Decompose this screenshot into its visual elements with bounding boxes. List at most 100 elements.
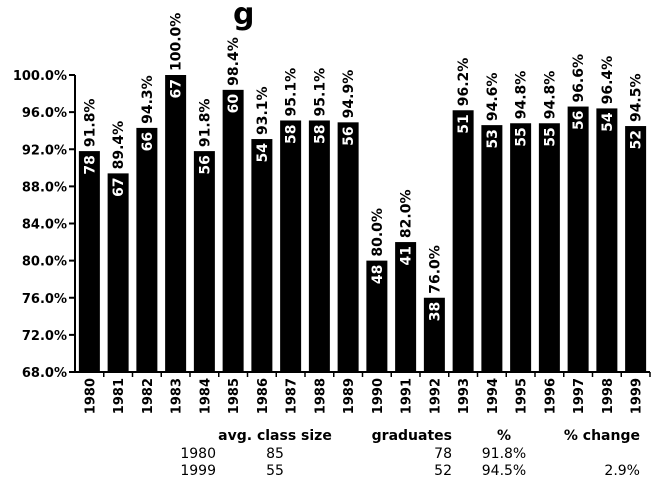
- bar-graduates-label: 55: [542, 127, 558, 146]
- bar-graduates-label: 55: [514, 127, 530, 146]
- bar-graduates-label: 54: [255, 143, 271, 163]
- bar-graduates-label: 38: [427, 302, 443, 321]
- bar-value-label: 76.0%: [427, 245, 443, 294]
- x-tick-label: 1981: [112, 378, 127, 414]
- y-tick-label: 80.0%: [22, 255, 67, 270]
- x-tick-label: 1980: [83, 378, 98, 414]
- bar-value-label: 96.6%: [571, 54, 587, 103]
- x-tick-label: 1993: [457, 378, 472, 414]
- row-grad: 78: [434, 446, 452, 462]
- x-tick-label: 1983: [170, 378, 185, 414]
- x-tick-label: 1997: [572, 378, 587, 414]
- x-tick-label: 1987: [285, 378, 300, 414]
- x-tick-label: 1986: [256, 378, 271, 414]
- bar: [165, 75, 187, 372]
- bar-value-label: 94.6%: [485, 73, 501, 122]
- graduation-rate-chart: g 68.0% 72.0% 76.0% 80.0% 84.0% 88.0% 92.0% 96.…: [13, 0, 651, 414]
- bar-value-label: 91.8%: [197, 99, 213, 148]
- bar-graduates-label: 48: [370, 265, 386, 284]
- row-year: 1999: [180, 463, 216, 479]
- graduates-header: graduates: [371, 428, 452, 444]
- bar: [193, 151, 215, 372]
- bar: [395, 242, 417, 372]
- bar-graduates-label: 41: [399, 246, 415, 265]
- bar-graduates-label: 56: [571, 111, 587, 130]
- avg-class-size-header: avg. class size: [218, 428, 332, 444]
- row-pct: 94.5%: [481, 463, 527, 479]
- bar-value-label: 82.0%: [399, 189, 415, 238]
- summary-table: avg. class size graduates % % change 198…: [0, 428, 653, 486]
- bar: [596, 108, 618, 372]
- x-tick-label: 1982: [141, 378, 156, 414]
- row-avg: 55: [266, 463, 284, 479]
- bar-graduates-label: 51: [456, 114, 472, 133]
- x-tick-label: 1985: [227, 378, 242, 414]
- x-tick-label: 1991: [400, 378, 415, 414]
- x-tick-label: 1999: [630, 378, 645, 414]
- bar-graduates-label: 67: [169, 79, 185, 98]
- bar: [567, 106, 589, 373]
- bar: [625, 126, 647, 372]
- x-tick-label: 1995: [515, 378, 530, 414]
- bar: [366, 260, 388, 372]
- x-tick-label: 1984: [198, 378, 213, 414]
- x-tick-label: 1989: [342, 378, 357, 414]
- row-grad: 52: [434, 463, 452, 479]
- x-tick-label: 1994: [486, 378, 501, 414]
- bar: [251, 139, 273, 372]
- y-tick-label: 96.0%: [22, 106, 67, 121]
- bar-graduates-label: 52: [629, 130, 645, 149]
- bar-value-label: 94.3%: [140, 75, 156, 124]
- bar: [538, 123, 560, 372]
- bar-value-label: 95.1%: [312, 68, 328, 117]
- bar: [510, 123, 532, 372]
- bar-value-label: 80.0%: [370, 208, 386, 257]
- bar-series: 91.8% 78 89.4% 67 94.3% 66 100.0% 67 91.8% 56 98.4…: [78, 13, 647, 373]
- bar-graduates-label: 54: [600, 112, 616, 132]
- bar: [481, 125, 503, 373]
- bar: [222, 89, 244, 372]
- row-pct: 91.8%: [481, 446, 527, 462]
- bar: [280, 120, 302, 373]
- row-year: 1980: [180, 446, 216, 462]
- bar-value-label: 93.1%: [255, 86, 271, 135]
- x-tick-label: 1988: [313, 378, 328, 414]
- y-tick-label: 68.0%: [22, 366, 67, 381]
- bar-graduates-label: 53: [485, 129, 501, 148]
- bar: [136, 127, 158, 372]
- bar: [452, 110, 474, 373]
- bar-value-label: 89.4%: [111, 121, 127, 170]
- x-tick-label: 1992: [428, 378, 443, 414]
- percent-change-header: % change: [563, 428, 640, 444]
- row-avg: 85: [266, 446, 284, 462]
- bar-value-label: 98.4%: [226, 37, 242, 86]
- bar-value-label: 91.8%: [82, 99, 98, 148]
- bar-value-label: 100.0%: [169, 13, 185, 71]
- bar-graduates-label: 66: [140, 132, 156, 151]
- bar-graduates-label: 56: [341, 126, 357, 145]
- bar: [423, 297, 445, 372]
- bar-value-label: 96.4%: [600, 56, 616, 105]
- title-fragment: g: [233, 0, 254, 32]
- y-tick-label: 88.0%: [22, 180, 67, 195]
- bar-graduates-label: 58: [312, 124, 328, 143]
- bar: [107, 173, 129, 372]
- bar-graduates-label: 60: [226, 94, 242, 114]
- bar: [78, 151, 100, 372]
- bar-value-label: 94.5%: [629, 73, 645, 122]
- y-tick-label: 76.0%: [22, 292, 67, 307]
- bar-value-label: 94.8%: [514, 71, 530, 120]
- title-fragment-group: g: [233, 0, 254, 32]
- bar-value-label: 96.2%: [456, 58, 472, 107]
- bar-value-label: 94.8%: [542, 71, 558, 120]
- bar-graduates-label: 78: [82, 155, 98, 174]
- y-tick-label: 84.0%: [22, 218, 67, 233]
- y-tick-label: 92.0%: [22, 143, 67, 158]
- y-tick-label: 100.0%: [13, 69, 67, 84]
- y-tick-label: 72.0%: [22, 329, 67, 344]
- bar-graduates-label: 56: [197, 155, 213, 174]
- x-axis-labels: 1980 1981 1982 1983 1984 1985 1986 1987 1988 1989…: [83, 372, 651, 414]
- x-tick-label: 1996: [543, 378, 558, 414]
- bar-graduates-label: 58: [284, 124, 300, 143]
- bar-value-label: 94.9%: [341, 70, 357, 119]
